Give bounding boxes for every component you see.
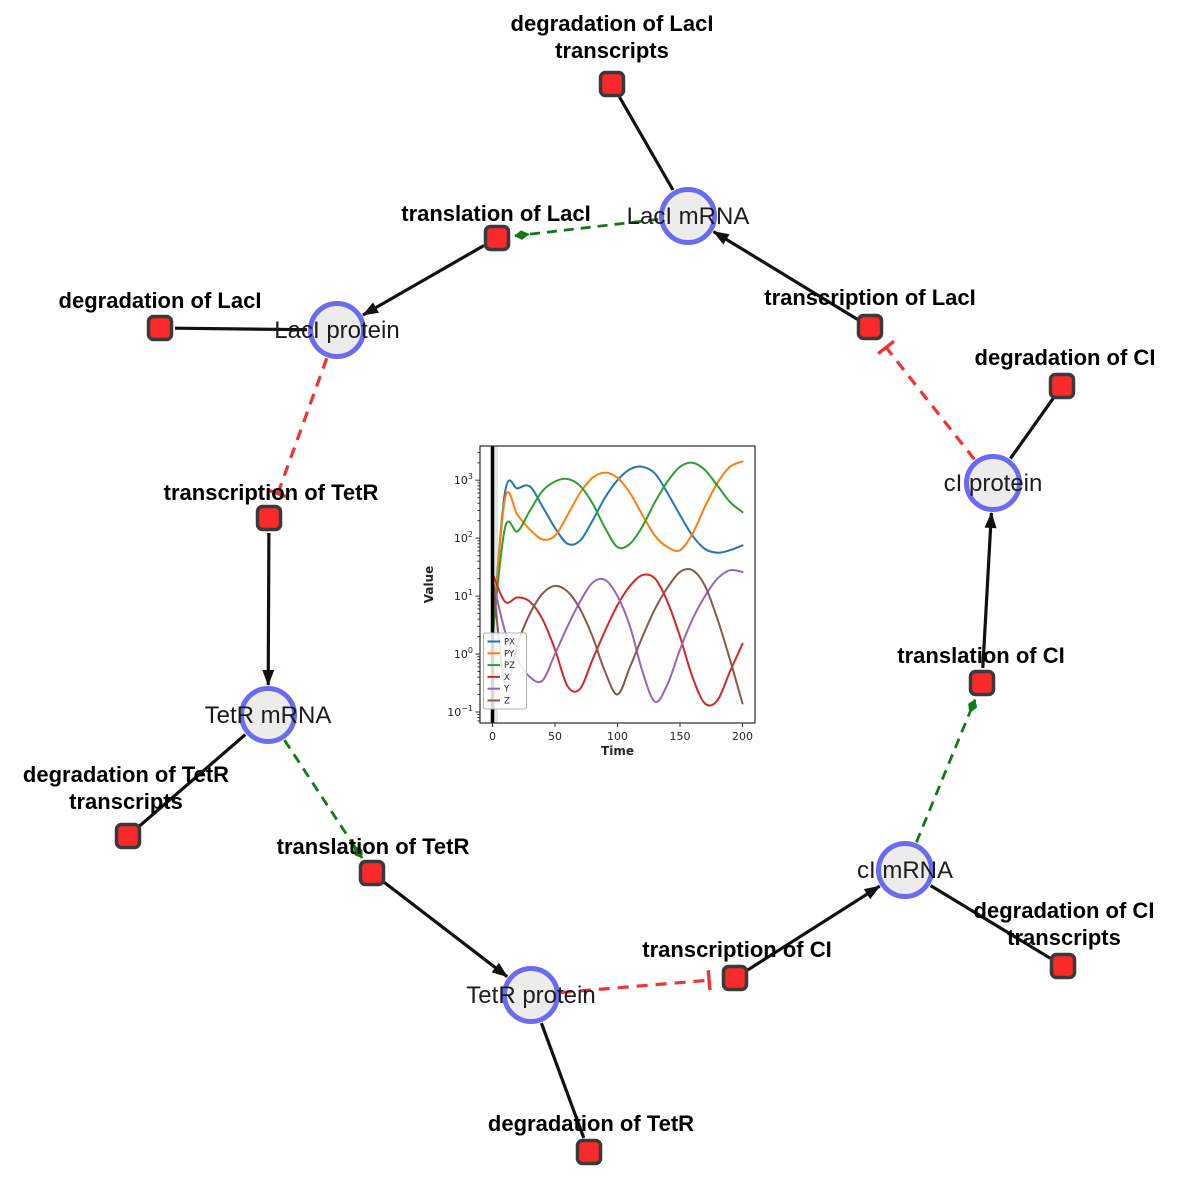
edge-reactant-ci_mrna-deg_ci_tx bbox=[929, 884, 1052, 960]
legend-label-PZ: PZ bbox=[504, 661, 515, 671]
edge-reactant-tetr_prot-deg_tetr bbox=[539, 1022, 586, 1139]
reaction-label-deg_ci: degradation of CI bbox=[975, 345, 1156, 370]
series-line-Y bbox=[491, 568, 744, 704]
y-tick-label-1e0: 100 bbox=[454, 646, 473, 661]
edge-product-transl_ci-ci_prot bbox=[981, 512, 997, 669]
reaction-node-deg_laci_tx[interactable] bbox=[598, 70, 626, 98]
edge-product-transl_tetr-tetr_prot bbox=[382, 880, 509, 978]
edge-reactant-laci_prot-deg_laci bbox=[174, 326, 308, 332]
reaction-node-transl_ci[interactable] bbox=[968, 669, 996, 697]
edges-layer bbox=[138, 96, 1055, 1139]
reaction-node-deg_tetr_tx[interactable] bbox=[114, 822, 142, 850]
reaction-label-deg_tetr_tx: degradation of TetR transcripts bbox=[23, 762, 229, 814]
y-tick-label-1e3: 103 bbox=[454, 472, 473, 487]
reaction-node-deg_ci_tx[interactable] bbox=[1049, 952, 1077, 980]
legend-label-PY: PY bbox=[504, 649, 515, 659]
species-label-tetr_prot: TetR protein bbox=[466, 982, 595, 1009]
edge-reactant-ci_prot-deg_ci bbox=[1009, 397, 1055, 460]
x-tick-label-50: 50 bbox=[548, 730, 562, 743]
y-tick-label-1e2: 102 bbox=[454, 530, 473, 545]
reaction-node-txn_laci[interactable] bbox=[856, 313, 884, 341]
reaction-node-transl_tetr[interactable] bbox=[358, 859, 386, 887]
edge-reactant-laci_mrna-deg_laci_tx bbox=[618, 96, 675, 191]
series-line-PZ bbox=[491, 461, 744, 638]
series-line-X bbox=[491, 572, 744, 707]
reaction-label-txn_tetr: transcription of TetR bbox=[164, 480, 379, 505]
series-line-PY bbox=[491, 460, 744, 638]
reaction-label-transl_laci: translation of LacI bbox=[401, 201, 590, 226]
edge-modifier-laci_mrna-transl_laci bbox=[514, 218, 659, 240]
reaction-label-txn_ci: transcription of CI bbox=[642, 937, 831, 962]
legend-label-Y: Y bbox=[503, 685, 510, 695]
species-node-laci_prot[interactable] bbox=[308, 301, 366, 359]
legend-label-PX: PX bbox=[504, 638, 515, 648]
x-tick-label-100: 100 bbox=[607, 730, 628, 743]
plot-y-axis-label: Value bbox=[422, 566, 436, 604]
species-label-ci_mrna: cI mRNA bbox=[857, 857, 953, 884]
edge-product-transl_laci-laci_prot bbox=[362, 244, 485, 317]
series-line-Z bbox=[491, 567, 744, 705]
reaction-label-transl_tetr: translation of TetR bbox=[277, 834, 470, 859]
edge-product-txn_laci-laci_mrna bbox=[712, 230, 859, 321]
species-label-tetr_mrna: TetR mRNA bbox=[205, 702, 332, 729]
edge-inhibition-ci_prot-txn_laci bbox=[877, 339, 976, 461]
species-node-laci_mrna[interactable] bbox=[659, 187, 717, 245]
reaction-node-txn_ci[interactable] bbox=[721, 964, 749, 992]
reaction-label-deg_laci: degradation of LacI bbox=[59, 288, 262, 313]
reaction-node-deg_ci[interactable] bbox=[1048, 372, 1076, 400]
nodes-layer bbox=[114, 70, 1077, 1166]
x-tick-label-0: 0 bbox=[489, 730, 496, 743]
species-label-ci_prot: cI protein bbox=[944, 470, 1043, 497]
plot-x-axis-label: Time bbox=[601, 744, 634, 758]
labels-layer: degradation of LacI transcripts translatio… bbox=[23, 11, 1156, 1136]
edge-product-txn_tetr-tetr_mrna bbox=[262, 532, 275, 686]
edge-inhibition-laci_prot-txn_tetr bbox=[267, 357, 329, 499]
reaction-node-transl_laci[interactable] bbox=[483, 224, 511, 252]
reaction-node-txn_tetr[interactable] bbox=[255, 504, 283, 532]
reaction-label-deg_tetr: degradation of TetR bbox=[488, 1111, 694, 1136]
legend-label-Z: Z bbox=[504, 697, 510, 707]
legend-label-X: X bbox=[504, 673, 510, 683]
species-label-laci_prot: LacI protein bbox=[274, 317, 399, 344]
reaction-label-txn_laci: transcription of LacI bbox=[764, 285, 975, 310]
plot-series-layer bbox=[491, 460, 744, 707]
plot-spines bbox=[479, 445, 756, 724]
species-node-tetr_prot[interactable] bbox=[502, 966, 560, 1024]
edge-modifier-ci_mrna-transl_ci bbox=[915, 699, 978, 843]
reaction-node-deg_tetr[interactable] bbox=[575, 1138, 603, 1166]
species-node-ci_mrna[interactable] bbox=[876, 841, 934, 899]
reaction-label-deg_ci_tx: degradation of CI transcripts bbox=[974, 898, 1155, 950]
edge-modifier-tetr_mrna-transl_tetr bbox=[283, 739, 364, 859]
species-node-tetr_mrna[interactable] bbox=[239, 686, 297, 744]
reaction-label-transl_ci: translation of CI bbox=[897, 643, 1064, 668]
edge-reactant-tetr_mrna-deg_tetr_tx bbox=[138, 733, 247, 828]
y-tick-label-1e-1: 10−1 bbox=[447, 704, 473, 719]
edge-inhibition-tetr_prot-txn_ci bbox=[560, 970, 712, 995]
y-tick-label-1e1: 101 bbox=[454, 588, 473, 603]
series-line-PX bbox=[491, 465, 744, 638]
reaction-label-deg_laci_tx: degradation of LacI transcripts bbox=[511, 11, 714, 63]
reaction-node-deg_laci[interactable] bbox=[146, 314, 174, 342]
x-tick-label-200: 200 bbox=[732, 730, 753, 743]
edge-product-txn_ci-ci_mrna bbox=[746, 884, 881, 972]
species-label-laci_mrna: LacI mRNA bbox=[627, 203, 750, 230]
legend-box bbox=[483, 632, 527, 710]
x-tick-label-150: 150 bbox=[670, 730, 691, 743]
inset-plot: 0 50 100 150 20010−1100101102103TimeValuePXP… bbox=[422, 445, 756, 758]
species-node-ci_prot[interactable] bbox=[964, 454, 1022, 512]
